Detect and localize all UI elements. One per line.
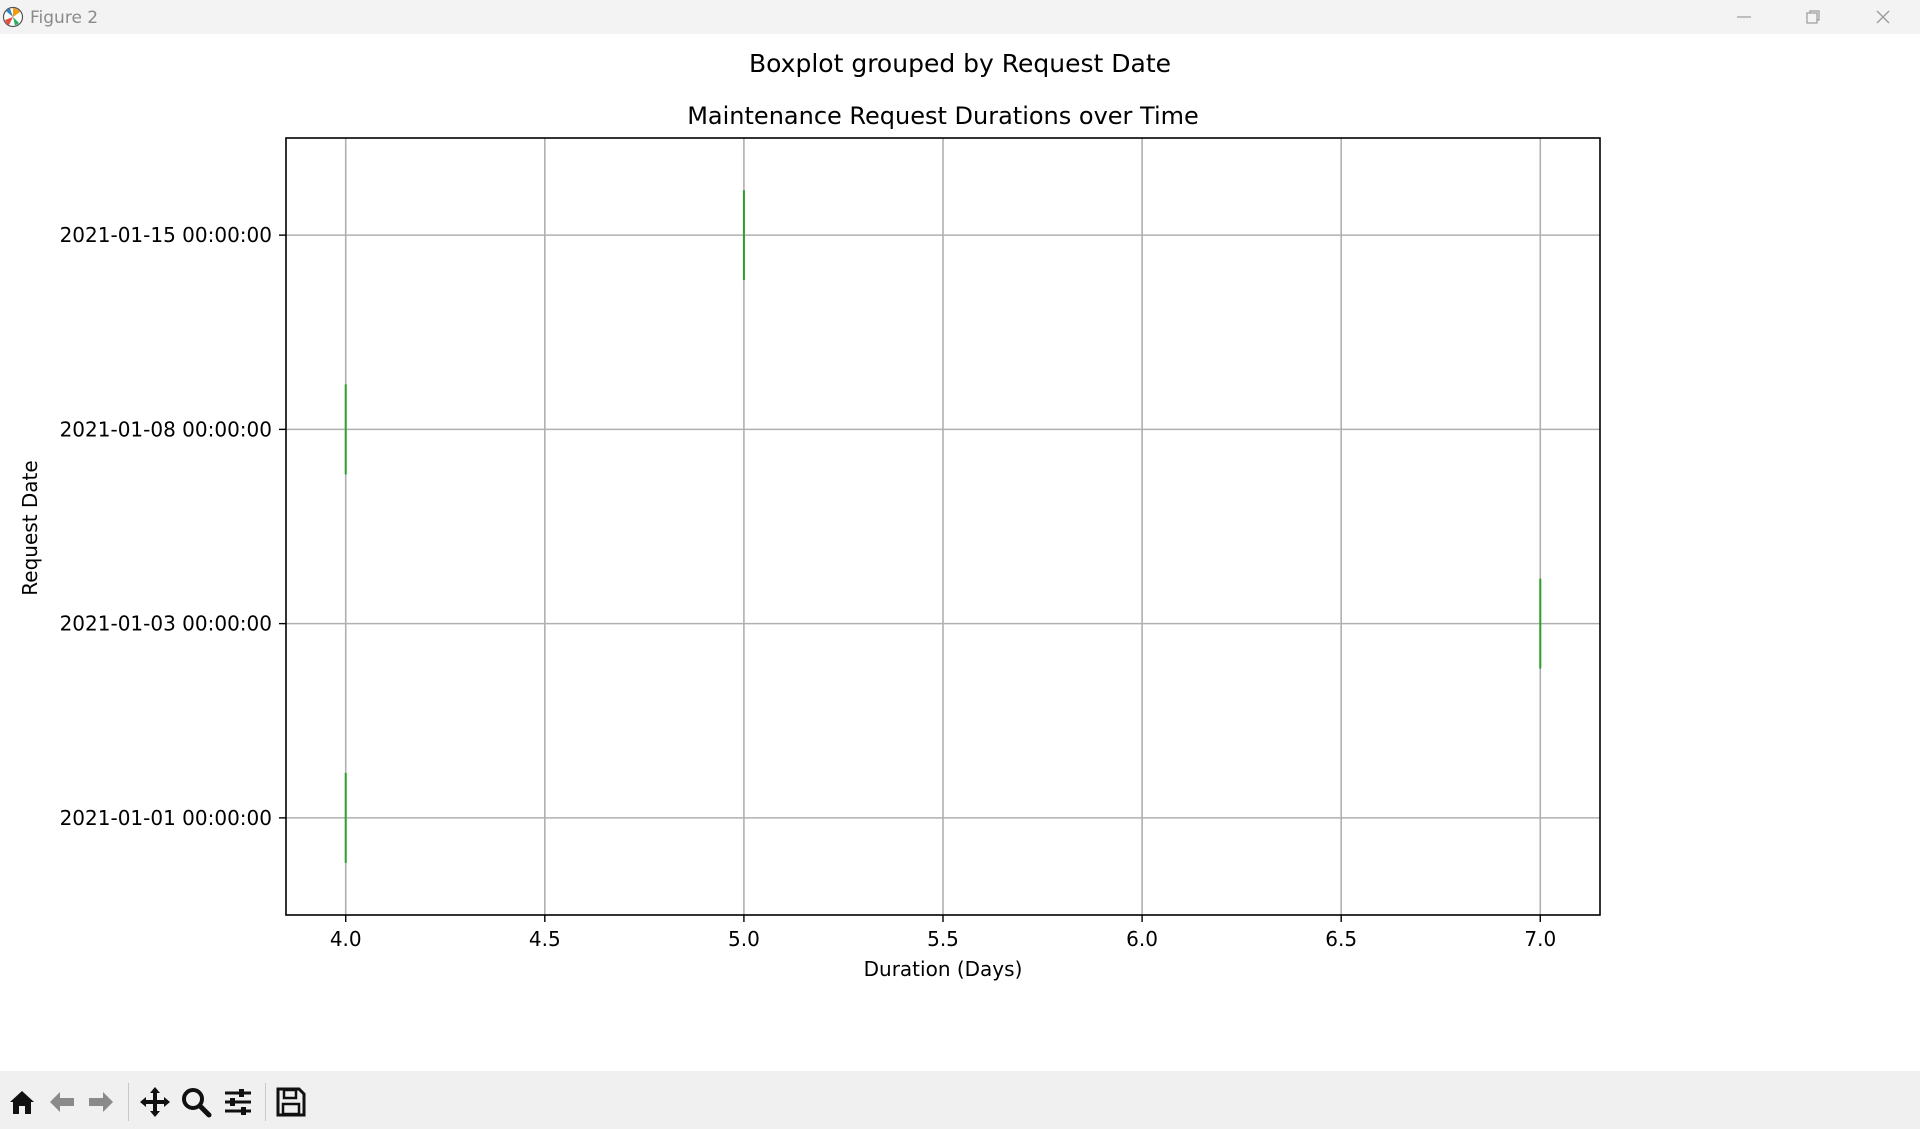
chart-svg: Boxplot grouped by Request Date Maintena… [18,49,1601,981]
arrow-right-icon [89,1092,113,1112]
x-tick-label: 7.0 [1524,927,1556,951]
magnifier-icon [182,1088,212,1118]
y-tick-label: 2021-01-15 00:00:00 [60,223,272,247]
y-tick-label: 2021-01-01 00:00:00 [60,806,272,830]
back-button[interactable] [45,1085,79,1119]
window-title: Figure 2 [30,8,99,28]
minimize-button[interactable] [1709,0,1779,34]
x-tick-label: 4.5 [529,927,561,951]
zoom-button[interactable] [179,1085,213,1119]
toolbar-separator [265,1083,266,1121]
y-axis-label: Request Date [18,460,42,595]
chart-suptitle: Boxplot grouped by Request Date [749,49,1171,78]
y-tick-label: 2021-01-03 00:00:00 [60,612,272,636]
x-tick-label: 4.0 [330,927,362,951]
home-button[interactable] [5,1085,39,1119]
x-tick-label: 6.5 [1325,927,1357,951]
x-tick-label: 6.0 [1126,927,1158,951]
x-axis-ticks: 4.0 4.5 5.0 5.5 6.0 6.5 7.0 [330,915,1556,951]
minimize-icon [1737,16,1751,18]
y-tick-label: 2021-01-08 00:00:00 [60,417,272,441]
pan-button[interactable] [138,1085,172,1119]
configure-subplots-button[interactable] [221,1085,255,1119]
x-tick-label: 5.5 [927,927,959,951]
toolbar-separator [128,1083,129,1121]
window-titlebar: Figure 2 [0,0,1920,34]
chart-title: Maintenance Request Durations over Time [687,102,1199,130]
floppy-disk-icon [276,1087,306,1117]
box-medians [344,190,1542,863]
close-button[interactable] [1848,0,1918,34]
x-axis-label: Duration (Days) [864,957,1023,981]
save-button[interactable] [274,1085,308,1119]
forward-button[interactable] [84,1085,118,1119]
arrow-left-icon [50,1092,74,1112]
move-icon [140,1087,170,1117]
restore-icon [1806,10,1820,24]
home-icon [10,1091,34,1114]
sliders-icon [225,1089,251,1115]
y-axis-ticks: 2021-01-01 00:00:00 2021-01-03 00:00:00 20… [60,223,286,830]
grid-lines [286,138,1600,915]
close-icon [1876,10,1890,24]
navigation-toolbar [0,1071,1920,1129]
figure-canvas: Boxplot grouped by Request Date Maintena… [0,34,1920,1071]
x-tick-label: 5.0 [728,927,760,951]
matplotlib-logo-icon [2,6,24,28]
restore-button[interactable] [1778,0,1848,34]
